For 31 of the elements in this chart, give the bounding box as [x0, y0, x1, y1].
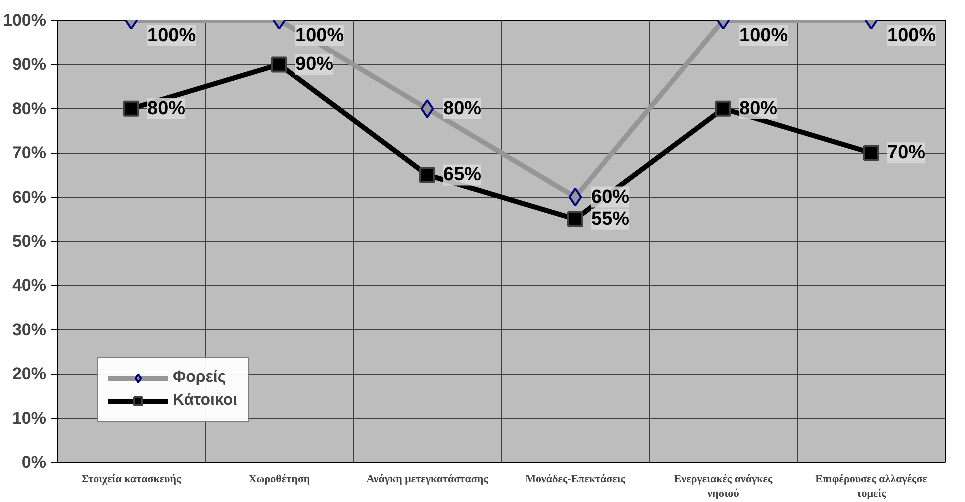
data-label: 70%	[888, 142, 926, 164]
data-label: 100%	[740, 26, 788, 46]
legend-label: Φορείς	[173, 369, 226, 387]
y-tick-label: 100%	[3, 11, 47, 30]
data-label: 80%	[740, 98, 778, 120]
y-tick-label: 20%	[12, 364, 47, 384]
data-label: 55%	[592, 208, 630, 230]
data-label: 100%	[888, 26, 936, 46]
x-tick-label: Χωροθέτηση	[248, 474, 310, 486]
y-tick-label: 50%	[12, 232, 47, 251]
x-tick-label: Μονάδες-Επεκτάσεις	[526, 474, 626, 486]
x-tick-label: Στοιχεία κατασκευής	[82, 474, 182, 486]
x-tick-label: Ενεργειακές ανάγκες νησιού	[674, 474, 773, 500]
y-tick-label: 40%	[12, 276, 47, 296]
legend-label: Κάτοικοι	[173, 392, 238, 410]
data-label: 80%	[444, 98, 482, 120]
data-label: 100%	[148, 26, 196, 46]
y-tick-label: 0%	[22, 453, 47, 472]
x-tick-label: Επιφέρουσες αλλαγέςσε τομείς	[816, 474, 928, 500]
data-label: 65%	[444, 164, 482, 186]
y-tick-label: 30%	[12, 320, 47, 340]
data-label: 100%	[296, 26, 344, 46]
data-label: 60%	[592, 186, 630, 208]
data-label: 90%	[296, 54, 334, 76]
data-label: 80%	[148, 98, 186, 120]
y-tick-label: 90%	[12, 55, 47, 74]
x-tick-label: Ανάγκη μετεγκατάστασης	[366, 474, 489, 486]
y-tick-label: 80%	[12, 99, 47, 118]
y-tick-label: 60%	[12, 188, 47, 207]
y-tick-label: 70%	[12, 144, 47, 163]
y-tick-label: 10%	[12, 408, 47, 428]
